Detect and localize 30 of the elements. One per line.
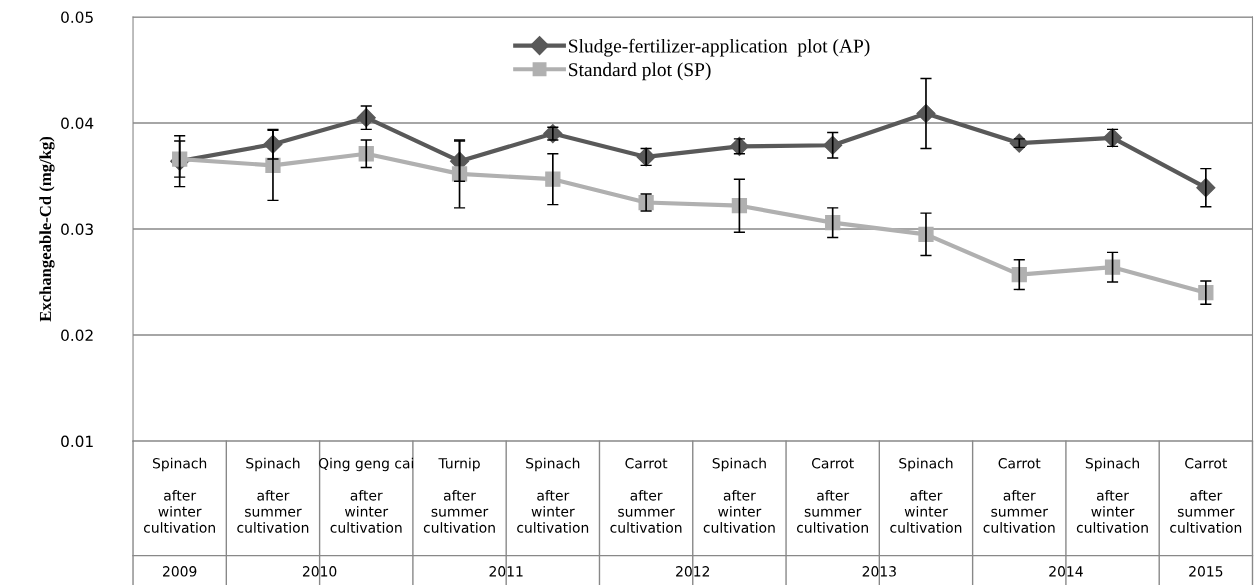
text: 2012 bbox=[676, 566, 710, 577]
category-label: Spinach after winter cultivation bbox=[517, 457, 589, 533]
category-label: Spinach after winter cultivation bbox=[890, 457, 962, 533]
y-tick-label: 0.04 bbox=[61, 117, 94, 130]
y-tick-label: 0.03 bbox=[61, 223, 93, 236]
category-label: Spinach after winter cultivation bbox=[143, 457, 215, 533]
text: 2015 bbox=[1189, 566, 1223, 577]
text: 2010 bbox=[302, 566, 337, 577]
text: 2009 bbox=[163, 566, 197, 577]
y-axis-title: Exchangeable-Cd (mg/kg) bbox=[39, 136, 55, 322]
y-tick-label: 0.01 bbox=[61, 435, 93, 448]
category-label: Turnip after summer cultivation bbox=[423, 457, 495, 533]
text: 2013 bbox=[862, 566, 896, 577]
category-label: Spinach after summer cultivation bbox=[237, 457, 309, 533]
y-tick-label: 0.05 bbox=[61, 11, 93, 23]
y-tick-label: 0.02 bbox=[61, 329, 93, 342]
legend-label: Sludge-fertilizer-application plot (AP) bbox=[569, 38, 870, 57]
category-label: Spinach after winter cultivation bbox=[703, 457, 775, 533]
point bbox=[1104, 259, 1121, 275]
legend-label: Standard plot (SP) bbox=[569, 62, 711, 81]
category-label: Spinach after winter cultivation bbox=[1076, 457, 1148, 533]
category-label: Carrot after summer cultivation bbox=[1170, 458, 1242, 533]
text: 2014 bbox=[1049, 566, 1083, 577]
category-label: Carrot after summer cultivation bbox=[796, 458, 868, 533]
category-label: Carrot after summer cultivation bbox=[610, 458, 682, 533]
point bbox=[731, 198, 748, 214]
text: 2011 bbox=[489, 566, 523, 577]
point bbox=[451, 166, 468, 182]
category-label: Carrot after summer cultivation bbox=[983, 458, 1055, 533]
category-label: Qing geng cai after winter cultivation bbox=[318, 457, 414, 533]
